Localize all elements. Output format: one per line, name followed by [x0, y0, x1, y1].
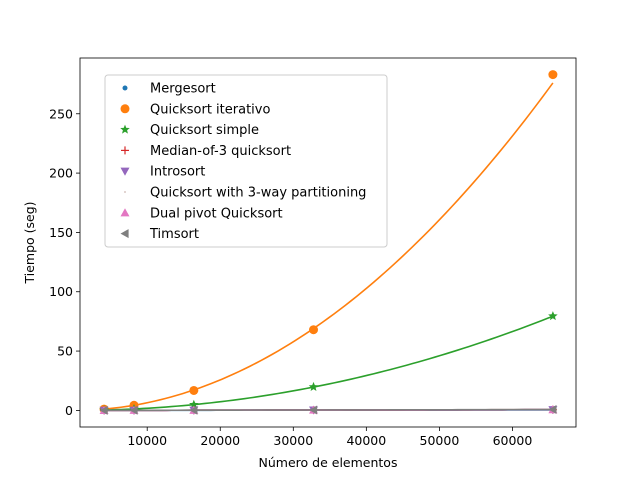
legend-marker-2	[120, 124, 130, 134]
legend-box	[104, 74, 388, 248]
legend-label-3: Median-of-3 quicksort	[150, 144, 291, 159]
series-1-point-4	[548, 70, 558, 80]
y-tick-label-3: 150	[49, 225, 73, 240]
series-2-point-3	[308, 381, 319, 391]
legend: Mergesort Quicksort iterativo Quicksort si…	[104, 74, 388, 248]
series-2-point-2	[189, 399, 199, 409]
series-7-point-4	[548, 405, 557, 415]
legend-marker-4	[120, 167, 130, 176]
series-line-1	[104, 82, 554, 410]
y-tick-label-0: 0	[65, 403, 73, 418]
series-7-point-2	[189, 405, 198, 415]
legend-marker-7	[120, 229, 129, 239]
legend-marker-5	[124, 191, 126, 193]
legend-label-4: Introsort	[150, 165, 205, 180]
x-tick-label-5: 60000	[493, 433, 533, 448]
legend-label-2: Quicksort simple	[150, 123, 259, 138]
y-tick-label-4: 200	[49, 166, 73, 181]
series-7-point-1	[129, 405, 138, 415]
legend-marker-1	[120, 104, 130, 114]
series-1-point-3	[309, 325, 319, 335]
series-2-point-4	[548, 311, 558, 321]
series-line-7	[104, 408, 553, 412]
series-7-point-0	[99, 405, 108, 415]
series-line-2	[104, 315, 554, 411]
series-7	[99, 405, 557, 415]
legend-label-6: Dual pivot Quicksort	[150, 206, 283, 221]
x-tick-label-0: 10000	[127, 433, 167, 448]
legend-label-5: Quicksort with 3-way partitioning	[150, 186, 366, 201]
x-tick-label-1: 20000	[200, 433, 240, 448]
x-tick-label-2: 30000	[273, 433, 313, 448]
legend-marker-6	[120, 208, 130, 217]
y-tick-label-1: 50	[57, 344, 73, 359]
legend-label-7: Timsort	[149, 227, 199, 242]
legend-marker-3	[121, 146, 129, 155]
x-tick-label-3: 40000	[346, 433, 386, 448]
legend-marker-0	[122, 85, 128, 91]
y-tick-label-5: 250	[49, 106, 73, 121]
series-1-point-2	[189, 385, 199, 395]
legend-label-1: Quicksort iterativo	[150, 102, 270, 117]
y-axis-label: Tiempo (seg)	[22, 201, 37, 284]
y-tick-label-2: 100	[49, 284, 73, 299]
legend-label-0: Mergesort	[150, 82, 216, 97]
x-axis-label: Número de elementos	[259, 455, 398, 470]
series-7-point-3	[309, 405, 318, 415]
plot-frame	[79, 57, 577, 428]
x-tick-label-4: 50000	[420, 433, 460, 448]
